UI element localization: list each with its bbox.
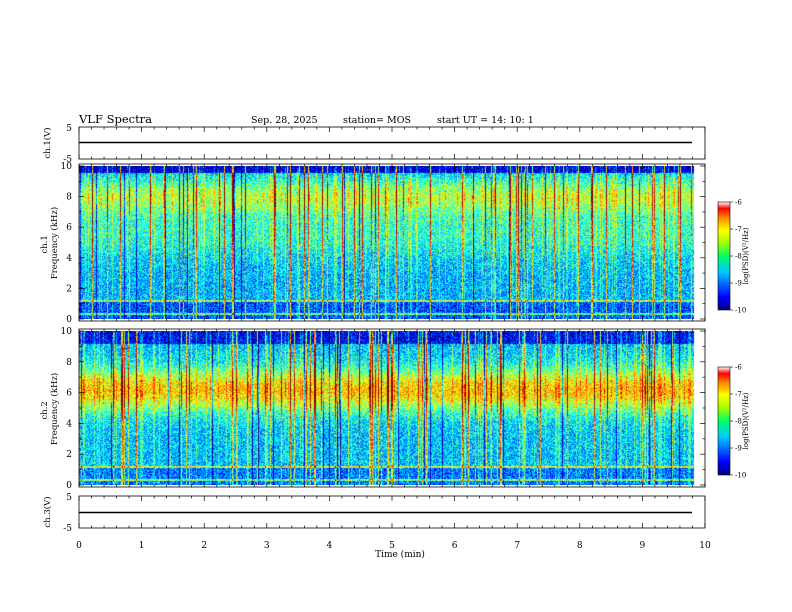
ch1-colorbar-label: log(PSD)(V²/Hz) — [742, 227, 750, 284]
colorbar-tick-label: -8 — [735, 418, 742, 426]
ch1-label-line2: Frequency (kHz) — [49, 207, 60, 279]
frequency-tick-label: 8 — [66, 193, 72, 203]
ch3-waveform-ticks — [78, 496, 706, 528]
colorbar-tick-label: -7 — [735, 226, 742, 234]
ch3-waveform-ylabel: ch.3(V) — [42, 496, 53, 527]
ch2-colorbar-label: log(PSD)(V²/Hz) — [742, 392, 750, 449]
ch1-label-line1: ch.1 — [40, 235, 50, 253]
ch2-colorbar-gradient — [717, 366, 731, 476]
frequency-tick-label: 6 — [66, 223, 72, 233]
colorbar-tick-label: -8 — [735, 253, 742, 261]
colorbar-tick-label: -9 — [735, 445, 742, 453]
colorbar-tick-label: -7 — [735, 391, 742, 399]
frequency-tick-label: 6 — [66, 389, 72, 399]
frequency-tick-label: 0 — [66, 481, 72, 491]
time-tick-label: 3 — [264, 541, 270, 551]
ch1-spectrogram-image — [79, 166, 705, 319]
ch1-waveform-panel: 5 -5 ch.1(V) — [42, 124, 706, 165]
ch3-ytick-bottom: -5 — [63, 524, 72, 534]
frequency-tick-label: 4 — [66, 419, 72, 429]
frequency-tick-label: 10 — [61, 327, 73, 337]
ch2-spectrogram-image — [79, 331, 705, 485]
frequency-tick-label: 2 — [66, 284, 72, 294]
colorbar-tick-label: -6 — [735, 364, 742, 372]
ch1-ytick-top: 5 — [66, 124, 72, 134]
ch1-waveform-ylabel: ch.1(V) — [42, 127, 53, 158]
time-axis-label: Time (min) — [375, 549, 425, 560]
ch1-frequency-ticks: 0 2 4 6 8 10 — [61, 162, 705, 325]
time-tick-label: 7 — [514, 541, 520, 551]
ch1-colorbar-ticks: -6 -7 -8 -9 -10 — [730, 199, 746, 315]
ch2-spectrogram-panel: 0 2 4 6 8 10 ch.2 Frequency (kHz) — [40, 327, 706, 491]
ch2-channel-label: ch.2 Frequency (kHz) — [40, 373, 60, 445]
ch1-waveform-ticks — [78, 127, 706, 159]
colorbar-tick-label: -10 — [735, 472, 746, 480]
time-tick-label: 0 — [76, 541, 82, 551]
colorbar-tick-label: -6 — [735, 199, 742, 207]
frequency-tick-label: 0 — [66, 315, 72, 325]
ch2-label-line2: Frequency (kHz) — [49, 373, 60, 445]
time-tick-label: 10 — [699, 541, 711, 551]
ch2-time-ticks — [78, 329, 706, 487]
ch1-time-ticks — [78, 164, 706, 321]
ch2-frequency-ticks: 0 2 4 6 8 10 — [61, 327, 705, 491]
ch1-ytick-bottom: -5 — [63, 155, 72, 165]
time-axis-tick-labels: 0 1 2 3 4 5 6 7 8 9 10 — [76, 541, 711, 551]
ch3-waveform-panel: 5 -5 ch.3(V) — [42, 493, 706, 534]
header-station: station= MOS — [343, 115, 411, 126]
header-date: Sep. 28, 2025 — [251, 115, 318, 126]
time-tick-label: 9 — [640, 541, 646, 551]
ch1-colorbar-gradient — [717, 201, 731, 311]
time-tick-label: 6 — [452, 541, 458, 551]
ch2-colorbar: -6 -7 -8 -9 -10 log(PSD)(V²/Hz) — [717, 364, 750, 480]
header-start-time: start UT = 14: 10: 1 — [437, 115, 534, 126]
time-tick-label: 2 — [201, 541, 207, 551]
ch2-colorbar-ticks: -6 -7 -8 -9 -10 — [730, 364, 746, 480]
colorbar-tick-label: -9 — [735, 280, 742, 288]
time-tick-label: 8 — [577, 541, 583, 551]
frequency-tick-label: 10 — [61, 162, 73, 172]
time-tick-label: 4 — [327, 541, 333, 551]
ch1-spectrogram-panel: 0 2 4 6 8 10 ch.1 Frequency (kHz) — [40, 162, 706, 325]
ch1-colorbar: -6 -7 -8 -9 -10 log(PSD)(V²/Hz) — [717, 199, 750, 315]
time-tick-label: 1 — [139, 541, 145, 551]
ch2-label-line1: ch.2 — [40, 401, 50, 419]
colorbar-tick-label: -10 — [735, 307, 746, 315]
ch1-channel-label: ch.1 Frequency (kHz) — [40, 207, 60, 279]
frequency-tick-label: 4 — [66, 254, 72, 264]
time-tick-label: 5 — [389, 541, 395, 551]
frequency-tick-label: 2 — [66, 450, 72, 460]
ch3-ytick-top: 5 — [66, 493, 72, 503]
figure-title: VLF Spectra — [78, 112, 152, 126]
frequency-tick-label: 8 — [66, 358, 72, 368]
